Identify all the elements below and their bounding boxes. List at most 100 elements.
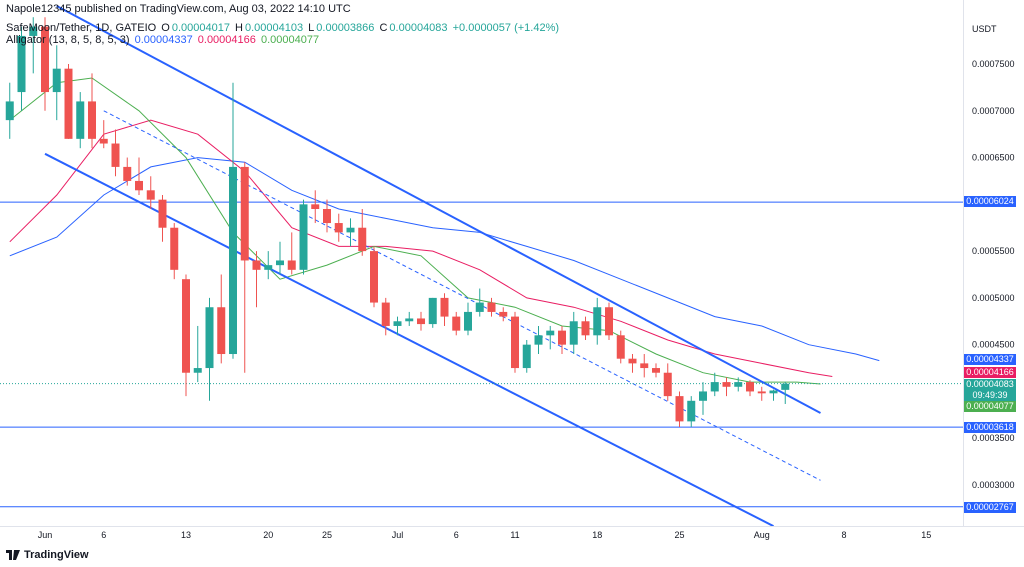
symbol-name[interactable]: SafeMoon/Tether, 1D, GATEIO <box>6 22 157 34</box>
x-tick-label: 15 <box>921 530 931 540</box>
candle <box>182 274 190 397</box>
candle-body <box>17 35 26 93</box>
brand-text: TradingView <box>24 549 89 561</box>
candle-body <box>5 101 14 121</box>
candle-body <box>757 391 766 394</box>
candle <box>734 377 743 392</box>
alligator-teeth-line <box>9 119 833 377</box>
candle-body <box>146 190 155 200</box>
candle <box>311 190 320 224</box>
indicator-name[interactable]: Alligator (13, 8, 5, 8, 5, 3) <box>6 34 130 46</box>
channel-trendline <box>56 5 821 414</box>
x-tick-label: Jun <box>38 530 53 540</box>
candle-body <box>487 302 496 312</box>
x-tick-label: 13 <box>181 530 191 540</box>
candle-body <box>193 368 202 373</box>
candle-body <box>710 382 719 392</box>
candle-body <box>370 251 378 303</box>
x-tick-label: 18 <box>592 530 602 540</box>
candle <box>757 386 766 401</box>
channel-trendline <box>44 152 774 526</box>
candle <box>17 26 26 111</box>
candle-body <box>205 307 214 369</box>
candle <box>88 73 96 149</box>
candle-body <box>252 260 261 270</box>
candle <box>464 302 472 336</box>
teeth-badge: 0.00004166 <box>964 367 1016 378</box>
candle <box>229 82 237 359</box>
y-tick-label: 0.0005000 <box>972 293 1015 303</box>
candle <box>346 218 355 247</box>
candle-body <box>287 260 296 270</box>
candle-body <box>475 302 484 312</box>
candle-body <box>522 344 531 369</box>
candle-body <box>511 316 519 369</box>
candle-body <box>170 227 179 270</box>
candle-body <box>41 26 49 93</box>
candle <box>687 396 696 427</box>
candle <box>769 389 778 401</box>
candle-body <box>534 335 543 345</box>
lips-value: 0.00004077 <box>260 34 320 46</box>
candle-body <box>111 143 120 167</box>
candle-body <box>99 138 108 144</box>
low-value: 0.00003866 <box>316 22 375 34</box>
candle <box>722 377 731 397</box>
close-label: C <box>379 22 388 34</box>
candle-body <box>381 302 390 326</box>
x-tick-label: 8 <box>841 530 846 540</box>
candle <box>428 297 437 328</box>
candle-body <box>569 321 578 345</box>
candle-body <box>76 101 85 139</box>
candle-body <box>746 382 754 392</box>
candle <box>64 64 73 139</box>
tradingview-logo-icon <box>6 550 20 560</box>
candle-body <box>311 204 320 210</box>
countdown-badge: 09:49:39 <box>964 390 1016 401</box>
candle-body <box>699 391 707 401</box>
candle <box>170 223 179 280</box>
candle <box>475 288 484 317</box>
tradingview-brand[interactable]: TradingView <box>6 549 89 561</box>
candle <box>334 213 343 242</box>
indicator-legend: Alligator (13, 8, 5, 8, 5, 3) 0.00004337… <box>6 34 321 46</box>
candle <box>358 209 367 256</box>
candle <box>264 251 273 280</box>
y-tick-label: 0.0003500 <box>972 433 1015 443</box>
candle-body <box>769 390 778 394</box>
candle-body <box>652 368 660 373</box>
line-low-badge: 0.00002767 <box>964 502 1016 513</box>
candle <box>5 82 14 139</box>
high-label: H <box>235 22 243 34</box>
x-tick-label: Aug <box>754 530 770 540</box>
candle <box>240 162 249 373</box>
candle-body <box>593 307 602 336</box>
candle <box>593 297 602 345</box>
candle-body <box>417 318 425 325</box>
candle <box>581 316 590 340</box>
close-value: 0.00004083 <box>389 22 448 34</box>
change-value: +0.0000057 (+1.42%) <box>452 22 560 34</box>
candle <box>522 339 531 373</box>
candle-body <box>264 265 273 270</box>
x-tick-label: 11 <box>510 530 519 540</box>
candle <box>123 157 132 186</box>
candle-body <box>276 260 284 266</box>
candle <box>511 311 519 373</box>
candle-body <box>687 400 696 422</box>
y-tick-label: 0.0006500 <box>972 153 1015 163</box>
candle-body <box>616 335 625 359</box>
candle <box>417 311 425 331</box>
candle-body <box>135 180 143 191</box>
candle-body <box>675 396 684 422</box>
candle <box>675 391 684 427</box>
candle <box>299 199 308 275</box>
dashed-trendline <box>103 110 821 481</box>
candle <box>558 325 566 355</box>
candle <box>41 17 49 111</box>
candle <box>452 311 461 336</box>
candle-body <box>299 204 308 270</box>
alligator-jaw-line <box>9 157 880 362</box>
x-tick-label: 20 <box>263 530 273 540</box>
